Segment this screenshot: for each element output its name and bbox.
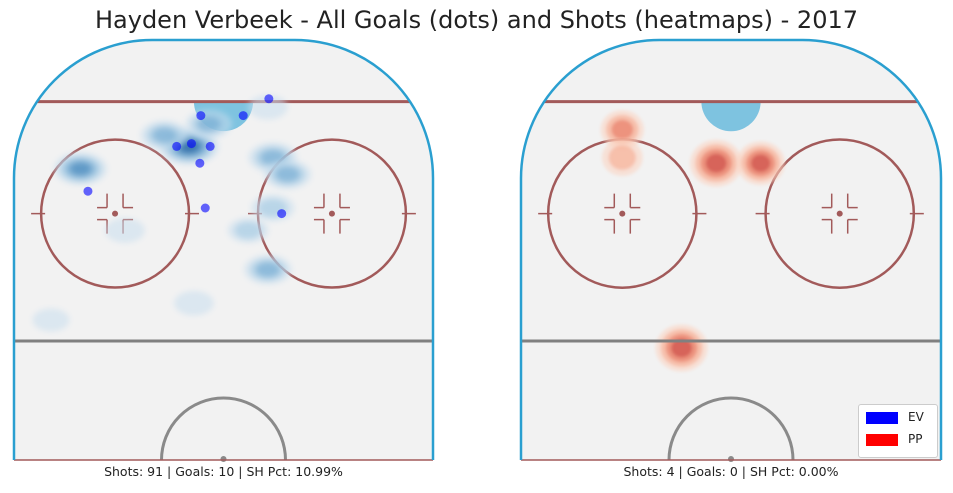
shot-cluster-ev-2: [185, 109, 232, 139]
right-panel-caption: Shots: 4 | Goals: 0 | SH Pct: 0.00%: [623, 464, 839, 479]
faceoff-circle-ev-0: [31, 138, 199, 289]
goal-dot-ev-1: [172, 141, 182, 151]
shot-cluster-pp-2: [600, 110, 644, 150]
shot-cluster-ev-6: [250, 194, 295, 222]
legend-swatch-ev: [866, 412, 898, 424]
goal-dot-ev-5: [264, 94, 274, 104]
center-dot-pp: [728, 456, 734, 462]
heatmap-pp: [600, 110, 785, 372]
shot-cluster-ev-5: [263, 159, 312, 190]
goal-dot-ev-9: [277, 209, 287, 219]
goal-dot-ev-3: [205, 141, 215, 151]
shot-cluster-ev-7: [243, 254, 292, 285]
goal-dot-ev-6: [195, 158, 205, 168]
goal-dot-ev-4: [238, 111, 248, 121]
shot-cluster-ev-9: [227, 217, 269, 244]
legend-label-pp: PP: [908, 432, 923, 446]
center-circle-ev: [160, 396, 287, 461]
shot-cluster-pp-0: [690, 139, 743, 187]
shot-cluster-ev-12: [32, 308, 70, 332]
shot-cluster-pp-1: [736, 141, 785, 185]
legend-label-ev: EV: [908, 410, 924, 424]
rink-ev: [12, 38, 435, 462]
faceoff-circle-pp-1: [755, 138, 924, 289]
left-panel-caption: Shots: 91 | Goals: 10 | SH Pct: 10.99%: [104, 464, 343, 479]
goal-dot-ev-2: [186, 139, 196, 149]
rink-pp: [519, 38, 943, 462]
goal-dot-ev-8: [200, 203, 210, 213]
center-dot-ev: [220, 456, 227, 462]
goal-dot-ev-0: [196, 111, 206, 121]
goal-dot-ev-7: [83, 186, 93, 196]
ice-surface-ev: [14, 40, 433, 460]
center-circle-pp: [667, 396, 795, 461]
chart-title: Hayden Verbeek - All Goals (dots) and Sh…: [94, 6, 859, 34]
shot-cluster-pp-4: [655, 324, 708, 372]
shot-cluster-ev-8: [174, 290, 214, 316]
shot-cluster-ev-3: [53, 152, 108, 186]
goal-crease-pp: [701, 101, 761, 132]
boards-ev: [12, 38, 435, 460]
shot-cluster-ev-11: [247, 94, 288, 120]
shot-cluster-ev-10: [105, 218, 145, 243]
shot-cluster-pp-3: [601, 139, 643, 176]
legend: EV PP: [858, 404, 938, 458]
legend-swatch-pp: [866, 434, 898, 446]
boards-pp: [519, 38, 943, 460]
